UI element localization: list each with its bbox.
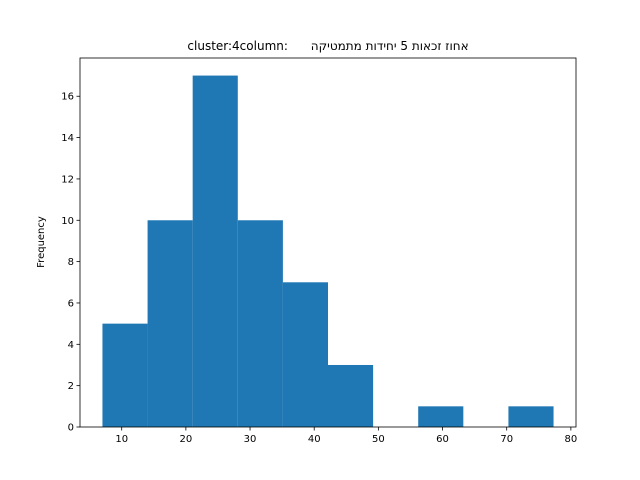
axes-frame <box>79 57 577 428</box>
x-tick-label: 80 <box>564 434 577 445</box>
x-tick-label: 40 <box>308 434 321 445</box>
y-tick-label: 14 <box>61 133 74 144</box>
bar <box>418 406 464 427</box>
y-tick-label: 4 <box>68 340 74 351</box>
y-tick-label: 8 <box>68 257 74 268</box>
bar <box>147 220 193 427</box>
y-tick-label: 2 <box>68 381 74 392</box>
bar <box>237 220 283 427</box>
x-tick-label: 70 <box>500 434 513 445</box>
y-tick-label: 12 <box>61 174 74 185</box>
y-tick-label: 10 <box>61 216 74 227</box>
y-tick-label: 6 <box>68 298 74 309</box>
bar <box>282 282 328 427</box>
bar <box>102 323 148 427</box>
bar <box>508 406 554 427</box>
bar <box>192 75 238 428</box>
chart-title: cluster:4column: אחוז זכאות 5 יחידות מתמ… <box>187 39 468 53</box>
bar <box>328 364 374 427</box>
x-tick-label: 30 <box>244 434 257 445</box>
y-axis-label: Frequency <box>36 216 47 268</box>
x-tick-label: 50 <box>372 434 385 445</box>
y-tick-label: 0 <box>68 423 74 434</box>
x-tick-label: 10 <box>115 434 128 445</box>
x-tick-label: 20 <box>180 434 193 445</box>
y-tick-label: 16 <box>61 92 74 103</box>
x-tick-label: 60 <box>436 434 449 445</box>
